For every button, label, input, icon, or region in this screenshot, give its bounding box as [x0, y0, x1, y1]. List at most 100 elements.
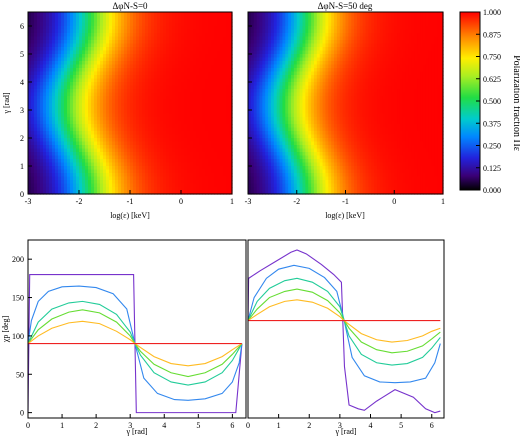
heatmap-left-cell [112, 12, 116, 17]
heatmap-left-cell [145, 19, 149, 24]
heatmap-right-cell [256, 54, 261, 59]
heatmap-left-cell [88, 120, 92, 125]
heatmap-left-cell [61, 190, 65, 195]
heatmap-left-cell [163, 40, 167, 45]
heatmap-left-cell [52, 120, 56, 125]
heatmap-right-cell [425, 68, 430, 73]
heatmap-left-cell [37, 85, 41, 90]
heatmap-right-cell [399, 33, 404, 38]
heatmap-left-cell [151, 169, 155, 174]
heatmap-left-cell [49, 152, 53, 157]
heatmap-right-cell [248, 43, 252, 48]
heatmap-left-cell [196, 50, 200, 55]
heatmap-left-cell [160, 71, 164, 76]
heatmap-left-cell [61, 187, 65, 192]
heatmap-left-cell [169, 36, 173, 41]
heatmap-right-cell [325, 43, 329, 48]
heatmap-left-cell [205, 57, 209, 62]
heatmap-right-cell [354, 75, 358, 80]
heatmap-left-cell [178, 22, 182, 27]
heatmap-right-cell [414, 78, 418, 83]
heatmap-left-cell [88, 26, 92, 31]
heatmap-left-cell [55, 15, 59, 20]
heatmap-left-cell [193, 138, 197, 143]
heatmap-right-cell [282, 61, 286, 66]
heatmap-left-cell [196, 166, 200, 171]
heatmap-right-cell [293, 26, 298, 31]
heatmap-left-cell [106, 120, 110, 125]
heatmap-right-cell [379, 64, 384, 69]
heatmap-left-cell [139, 68, 143, 73]
heatmap-left-cell [142, 190, 146, 195]
heatmap-left-cell [199, 131, 203, 136]
heatmap-right-cell [359, 43, 364, 48]
heatmap-left-cell [229, 113, 233, 118]
heatmap-left-cell [43, 155, 47, 160]
heatmap-right-cell [399, 54, 404, 59]
heatmap-left-cell [37, 141, 41, 146]
heatmap-left-cell [106, 183, 110, 188]
heatmap-left-cell [217, 110, 221, 115]
heatmap-left-cell [205, 155, 209, 160]
heatmap-left-cell [160, 61, 164, 66]
heatmap-right-cell [262, 12, 266, 17]
heatmap-right-cell [368, 12, 372, 17]
heatmap-left-cell [88, 15, 92, 20]
heatmap-left-cell [28, 117, 32, 122]
heatmap-left-cell [229, 152, 233, 157]
heatmap-left-cell [70, 96, 74, 101]
heatmap-right-cell [319, 78, 324, 83]
heatmap-left-cell [178, 169, 182, 174]
heatmap-left-cell [115, 29, 119, 34]
heatmap-right-cell [368, 68, 372, 73]
heatmap-right-cell [299, 15, 304, 20]
heatmap-right-cell [268, 71, 272, 76]
heatmap-left-cell [103, 159, 107, 164]
heatmap-left-cell [52, 159, 56, 164]
heatmap-left-cell [136, 159, 140, 164]
heatmap-left-cell [64, 190, 68, 195]
heatmap-left-cell [94, 169, 98, 174]
heatmap-right-cell [285, 36, 289, 41]
heatmap-left-cell [61, 68, 65, 73]
heatmap-right-cell [388, 82, 392, 87]
heatmap-right-cell [273, 75, 278, 80]
heatmap-left-cell [55, 50, 59, 55]
heatmap-left-cell [151, 131, 155, 136]
heatmap-left-cell [94, 106, 98, 111]
heatmap-left-cell [163, 124, 167, 129]
heatmap-left-cell [127, 124, 131, 129]
heatmap-left-cell [148, 113, 152, 118]
heatmap-right-cell [253, 78, 258, 83]
heatmap-left-cell [193, 187, 197, 192]
heatmap-left-cell [124, 124, 128, 129]
heatmap-right-cell [437, 54, 441, 59]
heatmap-right-cell [273, 57, 278, 62]
heatmap-left-cell [73, 89, 77, 94]
heatmap-left-cell [202, 19, 206, 24]
heatmap-left-cell [226, 120, 230, 125]
heatmap-left-cell [184, 166, 188, 171]
heatmap-right-cell [431, 50, 435, 55]
heatmap-left-cell [157, 33, 161, 38]
heatmap-right-cell [339, 15, 344, 20]
heatmap-right-cell [362, 64, 367, 69]
heatmap-right-cell [399, 36, 404, 41]
heatmap-right-cell [385, 61, 390, 66]
heatmap-left-cell [100, 190, 104, 195]
heatmap-left-cell [208, 12, 212, 17]
heatmap-left-cell [220, 173, 224, 178]
heatmap-left-cell [163, 155, 167, 160]
heatmap-left-cell [175, 68, 179, 73]
heatmap-left-cell [142, 29, 146, 34]
heatmap-left-cell [67, 12, 71, 17]
heatmap-right-cell [308, 61, 312, 66]
heatmap-left-cell [163, 22, 167, 27]
heatmap-left-cell [46, 166, 50, 171]
heatmap-left-cell [49, 106, 53, 111]
heatmap-right-cell [397, 43, 401, 48]
heatmap-left-cell [139, 82, 143, 87]
heatmap-left-cell [160, 162, 164, 167]
heatmap-left-cell [58, 19, 62, 24]
heatmap-left-cell [172, 190, 176, 195]
